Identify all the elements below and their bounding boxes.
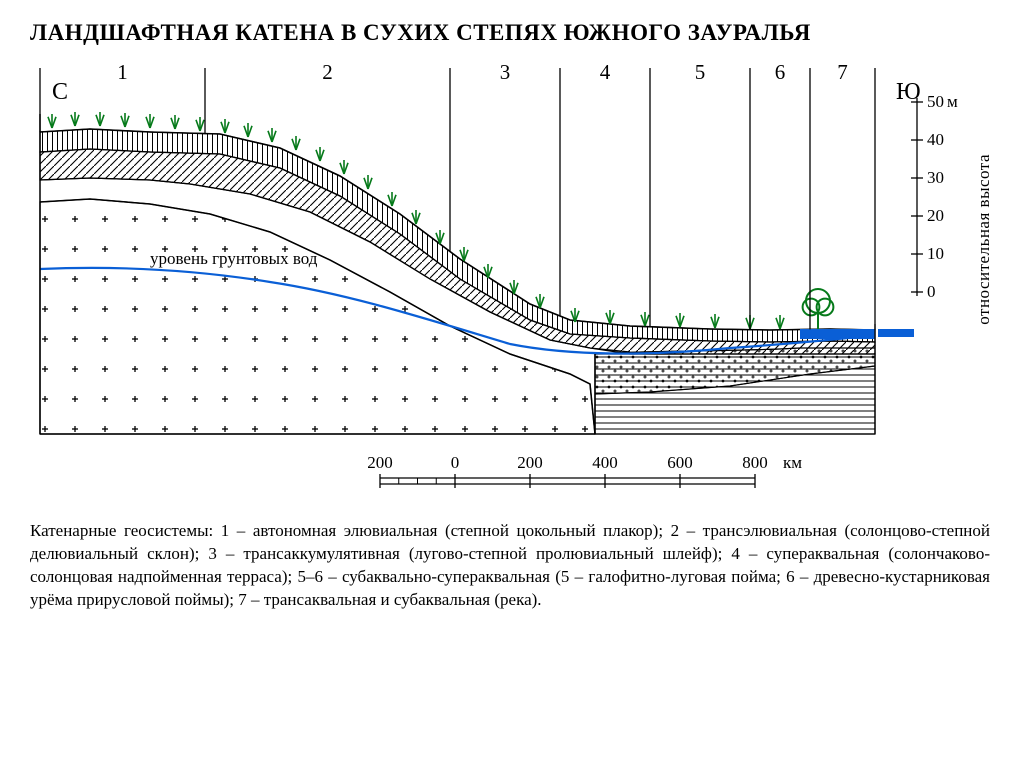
svg-text:3: 3 (500, 60, 511, 84)
svg-text:1: 1 (117, 60, 128, 84)
y-axis-label: относительная высота (974, 154, 994, 325)
svg-text:км: км (783, 453, 802, 472)
svg-text:уровень грунтовых вод: уровень грунтовых вод (150, 249, 318, 268)
svg-text:200: 200 (517, 453, 543, 472)
figure-title: ЛАНДШАФТНАЯ КАТЕНА В СУХИХ СТЕПЯХ ЮЖНОГО… (30, 20, 994, 46)
svg-text:800: 800 (742, 453, 768, 472)
svg-text:400: 400 (592, 453, 618, 472)
svg-text:200: 200 (367, 453, 393, 472)
svg-text:20: 20 (927, 206, 944, 225)
svg-text:С: С (52, 79, 68, 105)
svg-text:м: м (947, 92, 958, 111)
svg-text:10: 10 (927, 244, 944, 263)
svg-text:0: 0 (451, 453, 460, 472)
svg-text:Ю: Ю (896, 79, 921, 105)
figure-caption: Катенарные геосистемы: 1 – автономная эл… (30, 520, 990, 612)
svg-text:600: 600 (667, 453, 693, 472)
svg-text:50: 50 (927, 92, 944, 111)
svg-text:30: 30 (927, 168, 944, 187)
svg-text:40: 40 (927, 130, 944, 149)
svg-text:7: 7 (837, 60, 848, 84)
svg-text:0: 0 (927, 282, 936, 301)
svg-text:2: 2 (322, 60, 333, 84)
svg-text:5: 5 (695, 60, 706, 84)
catena-diagram: 1234567 50403020100м 2000200400600800км … (30, 54, 990, 514)
svg-text:6: 6 (775, 60, 786, 84)
svg-text:4: 4 (600, 60, 611, 84)
